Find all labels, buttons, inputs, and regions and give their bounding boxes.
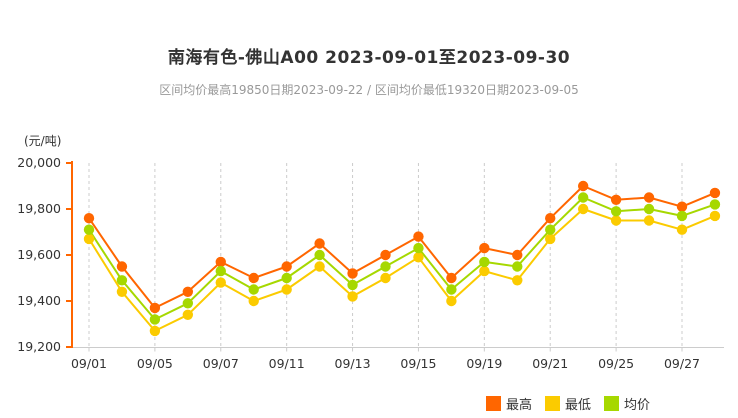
legend-label-highest: 最高 (506, 398, 533, 413)
chart-title: 南海有色-佛山A00 2023-09-01至2023-09-30 (167, 48, 571, 68)
legend-swatch-average-icon (604, 396, 620, 411)
legend-item-lowest: 最低 (545, 394, 591, 413)
legend-item-highest: 最高 (486, 394, 532, 413)
legend-label-average: 均价 (624, 398, 651, 413)
legend-swatch-highest-icon (486, 396, 501, 411)
svg-text:09/21: 09/21 (532, 356, 568, 371)
svg-text:09/01: 09/01 (71, 356, 107, 371)
svg-text:09/07: 09/07 (203, 356, 239, 371)
chart-subtitle: 区间均价最高19850日期2023-09-22 / 区间均价最低19320日期2… (159, 83, 579, 97)
legend-item-average: 均价 (604, 394, 650, 413)
svg-text:20,000: 20,000 (17, 155, 61, 170)
svg-text:09/13: 09/13 (335, 356, 371, 371)
svg-text:19,200: 19,200 (17, 339, 61, 354)
legend-label-lowest: 最低 (565, 398, 592, 413)
y-axis-unit-label: (元/吨) (24, 134, 62, 148)
svg-text:09/27: 09/27 (664, 356, 700, 371)
svg-text:19,600: 19,600 (17, 247, 61, 262)
legend-swatch-lowest-icon (545, 396, 561, 411)
svg-text:19,800: 19,800 (17, 201, 61, 216)
svg-text:09/25: 09/25 (598, 356, 634, 371)
svg-text:19,400: 19,400 (17, 293, 61, 308)
svg-text:09/05: 09/05 (137, 356, 173, 371)
svg-text:09/11: 09/11 (269, 356, 305, 371)
svg-text:09/19: 09/19 (466, 356, 502, 371)
chart-legend: 最高 最低 均价 (486, 394, 650, 413)
svg-text:09/15: 09/15 (400, 356, 436, 371)
